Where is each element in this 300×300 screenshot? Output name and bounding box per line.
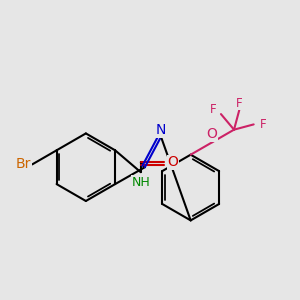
Text: O: O xyxy=(168,155,178,169)
Text: N: N xyxy=(156,123,166,137)
Text: NH: NH xyxy=(132,176,151,189)
Text: O: O xyxy=(206,127,217,141)
Text: Br: Br xyxy=(16,158,31,171)
Text: F: F xyxy=(210,103,216,116)
Text: F: F xyxy=(260,118,266,131)
Text: F: F xyxy=(236,97,243,110)
